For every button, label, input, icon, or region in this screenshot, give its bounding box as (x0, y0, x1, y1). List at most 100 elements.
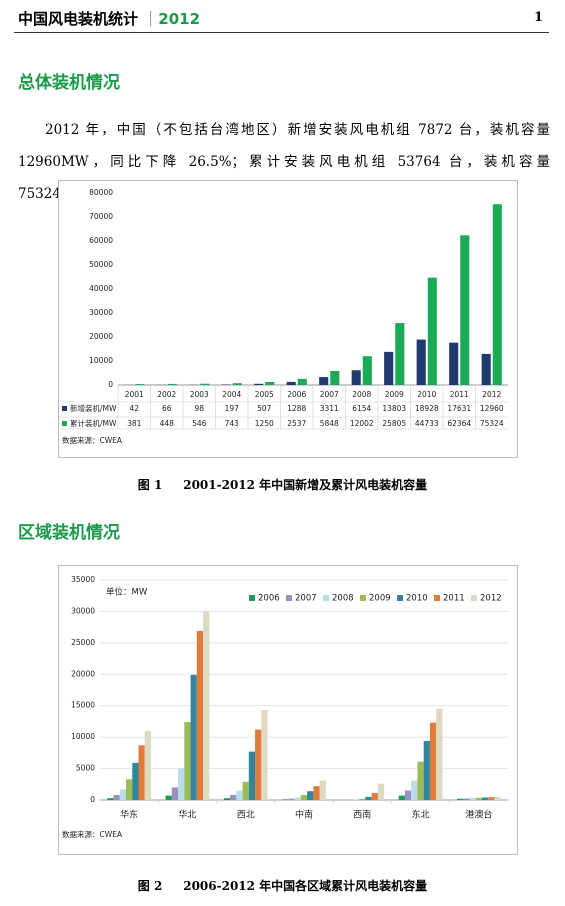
bar (184, 722, 191, 800)
table-header: 2006 (287, 390, 306, 399)
header: 中国风电装机统计 ｜2012 (18, 10, 201, 28)
caption-text: 2006-2012 年中国各区域累计风电装机容量 (183, 879, 428, 893)
legend-label: 2011 (443, 594, 465, 604)
legend-swatch (360, 595, 366, 601)
table-cell: 2537 (287, 419, 306, 428)
table-header: 2005 (255, 390, 274, 399)
table-cell: 25805 (382, 419, 406, 428)
bar (436, 708, 443, 800)
legend-label: 2008 (332, 594, 354, 604)
table-cell: 12960 (480, 404, 504, 413)
legend-label: 累计装机/MW (70, 418, 117, 428)
bar (300, 794, 308, 800)
bar (319, 377, 329, 385)
bar (423, 740, 430, 800)
y-tick-label: 20000 (71, 669, 95, 678)
x-tick-label: 西南 (353, 809, 371, 821)
bar (377, 783, 385, 800)
bar (449, 342, 459, 385)
table-header: 2010 (417, 390, 436, 399)
bar (254, 383, 264, 385)
bar (352, 799, 360, 800)
bar (294, 797, 301, 800)
bar (165, 795, 172, 800)
bar (196, 630, 204, 800)
chart: 0 5000 10000 15000 20000 25000 30000 35000 华东 华北 西… (58, 565, 518, 855)
page-number: 1 (533, 10, 543, 25)
bar (265, 382, 275, 385)
bar (107, 798, 114, 800)
legend-swatch (249, 595, 255, 601)
bar (398, 795, 405, 800)
bar (481, 353, 491, 385)
y-tick-label: 40000 (89, 284, 113, 293)
bar (319, 780, 326, 800)
bar (411, 780, 418, 800)
table-cell: 13803 (382, 404, 406, 413)
bar (132, 762, 139, 800)
caption: 图 1 2001-2012 年中国新增及累计风电装机容量 (0, 476, 565, 493)
bar (330, 370, 340, 385)
table-cell: 1250 (255, 419, 274, 428)
table-cell: 546 (192, 419, 207, 428)
bar (481, 797, 489, 800)
table-header: 2011 (450, 390, 469, 399)
table-header: 2009 (385, 390, 404, 399)
y-tick-label: 15000 (71, 701, 95, 710)
table-header: 2007 (320, 390, 339, 399)
y-tick-label: 70000 (89, 212, 113, 221)
table-cell: 507 (257, 404, 272, 413)
y-tick-label: 50000 (89, 260, 113, 269)
legend-swatch (62, 421, 67, 426)
table-cell: 6154 (352, 404, 371, 413)
legend-label: 2010 (406, 594, 428, 604)
table-cell: 743 (225, 419, 240, 428)
bar (457, 798, 464, 800)
y-tick-label: 0 (108, 380, 113, 389)
legend-label: 2006 (258, 594, 280, 604)
legend-label: 2009 (369, 594, 391, 604)
bar (395, 323, 405, 385)
table-cell: 62364 (447, 419, 471, 428)
bar (313, 786, 320, 800)
bar (144, 730, 151, 800)
bar (190, 674, 197, 800)
bar (429, 722, 437, 800)
table-header: 2004 (222, 390, 241, 399)
bar (126, 779, 133, 800)
bar (371, 793, 378, 800)
bar (365, 796, 372, 800)
caption-number: 图 1 (137, 478, 163, 492)
bar (384, 351, 394, 385)
y-tick-label: 30000 (71, 606, 95, 615)
source-note: 数据来源：CWEA (62, 829, 123, 839)
table-header: 2001 (125, 390, 144, 399)
section-title: 区域装机情况 (18, 523, 120, 543)
bar (286, 381, 296, 385)
bar (135, 384, 145, 385)
caption-text: 2001-2012 年中国新增及累计风电装机容量 (183, 478, 428, 492)
x-tick-label: 华东 (120, 809, 138, 821)
y-tick-label: 25000 (71, 638, 95, 647)
table-cell: 12002 (350, 419, 374, 428)
bar (178, 768, 185, 800)
legend-swatch (286, 595, 292, 601)
table-cell: 17631 (447, 404, 471, 413)
bar (494, 796, 501, 800)
bar (288, 798, 295, 800)
x-tick-label: 中南 (295, 809, 313, 821)
header-year: 2012 (158, 10, 201, 28)
bar (113, 794, 120, 800)
table-cell: 197 (225, 404, 240, 413)
x-tick-label: 港澳台 (465, 809, 492, 821)
y-tick-label: 35000 (71, 575, 95, 584)
legend-swatch (397, 595, 403, 601)
table-cell: 42 (129, 404, 139, 413)
source-note: 数据来源：CWEA (62, 435, 123, 445)
y-tick-label: 20000 (89, 332, 113, 341)
table-cell: 75324 (480, 419, 504, 428)
chart-frame (58, 180, 518, 458)
y-tick-label: 10000 (89, 356, 113, 365)
legend-swatch (471, 595, 477, 601)
